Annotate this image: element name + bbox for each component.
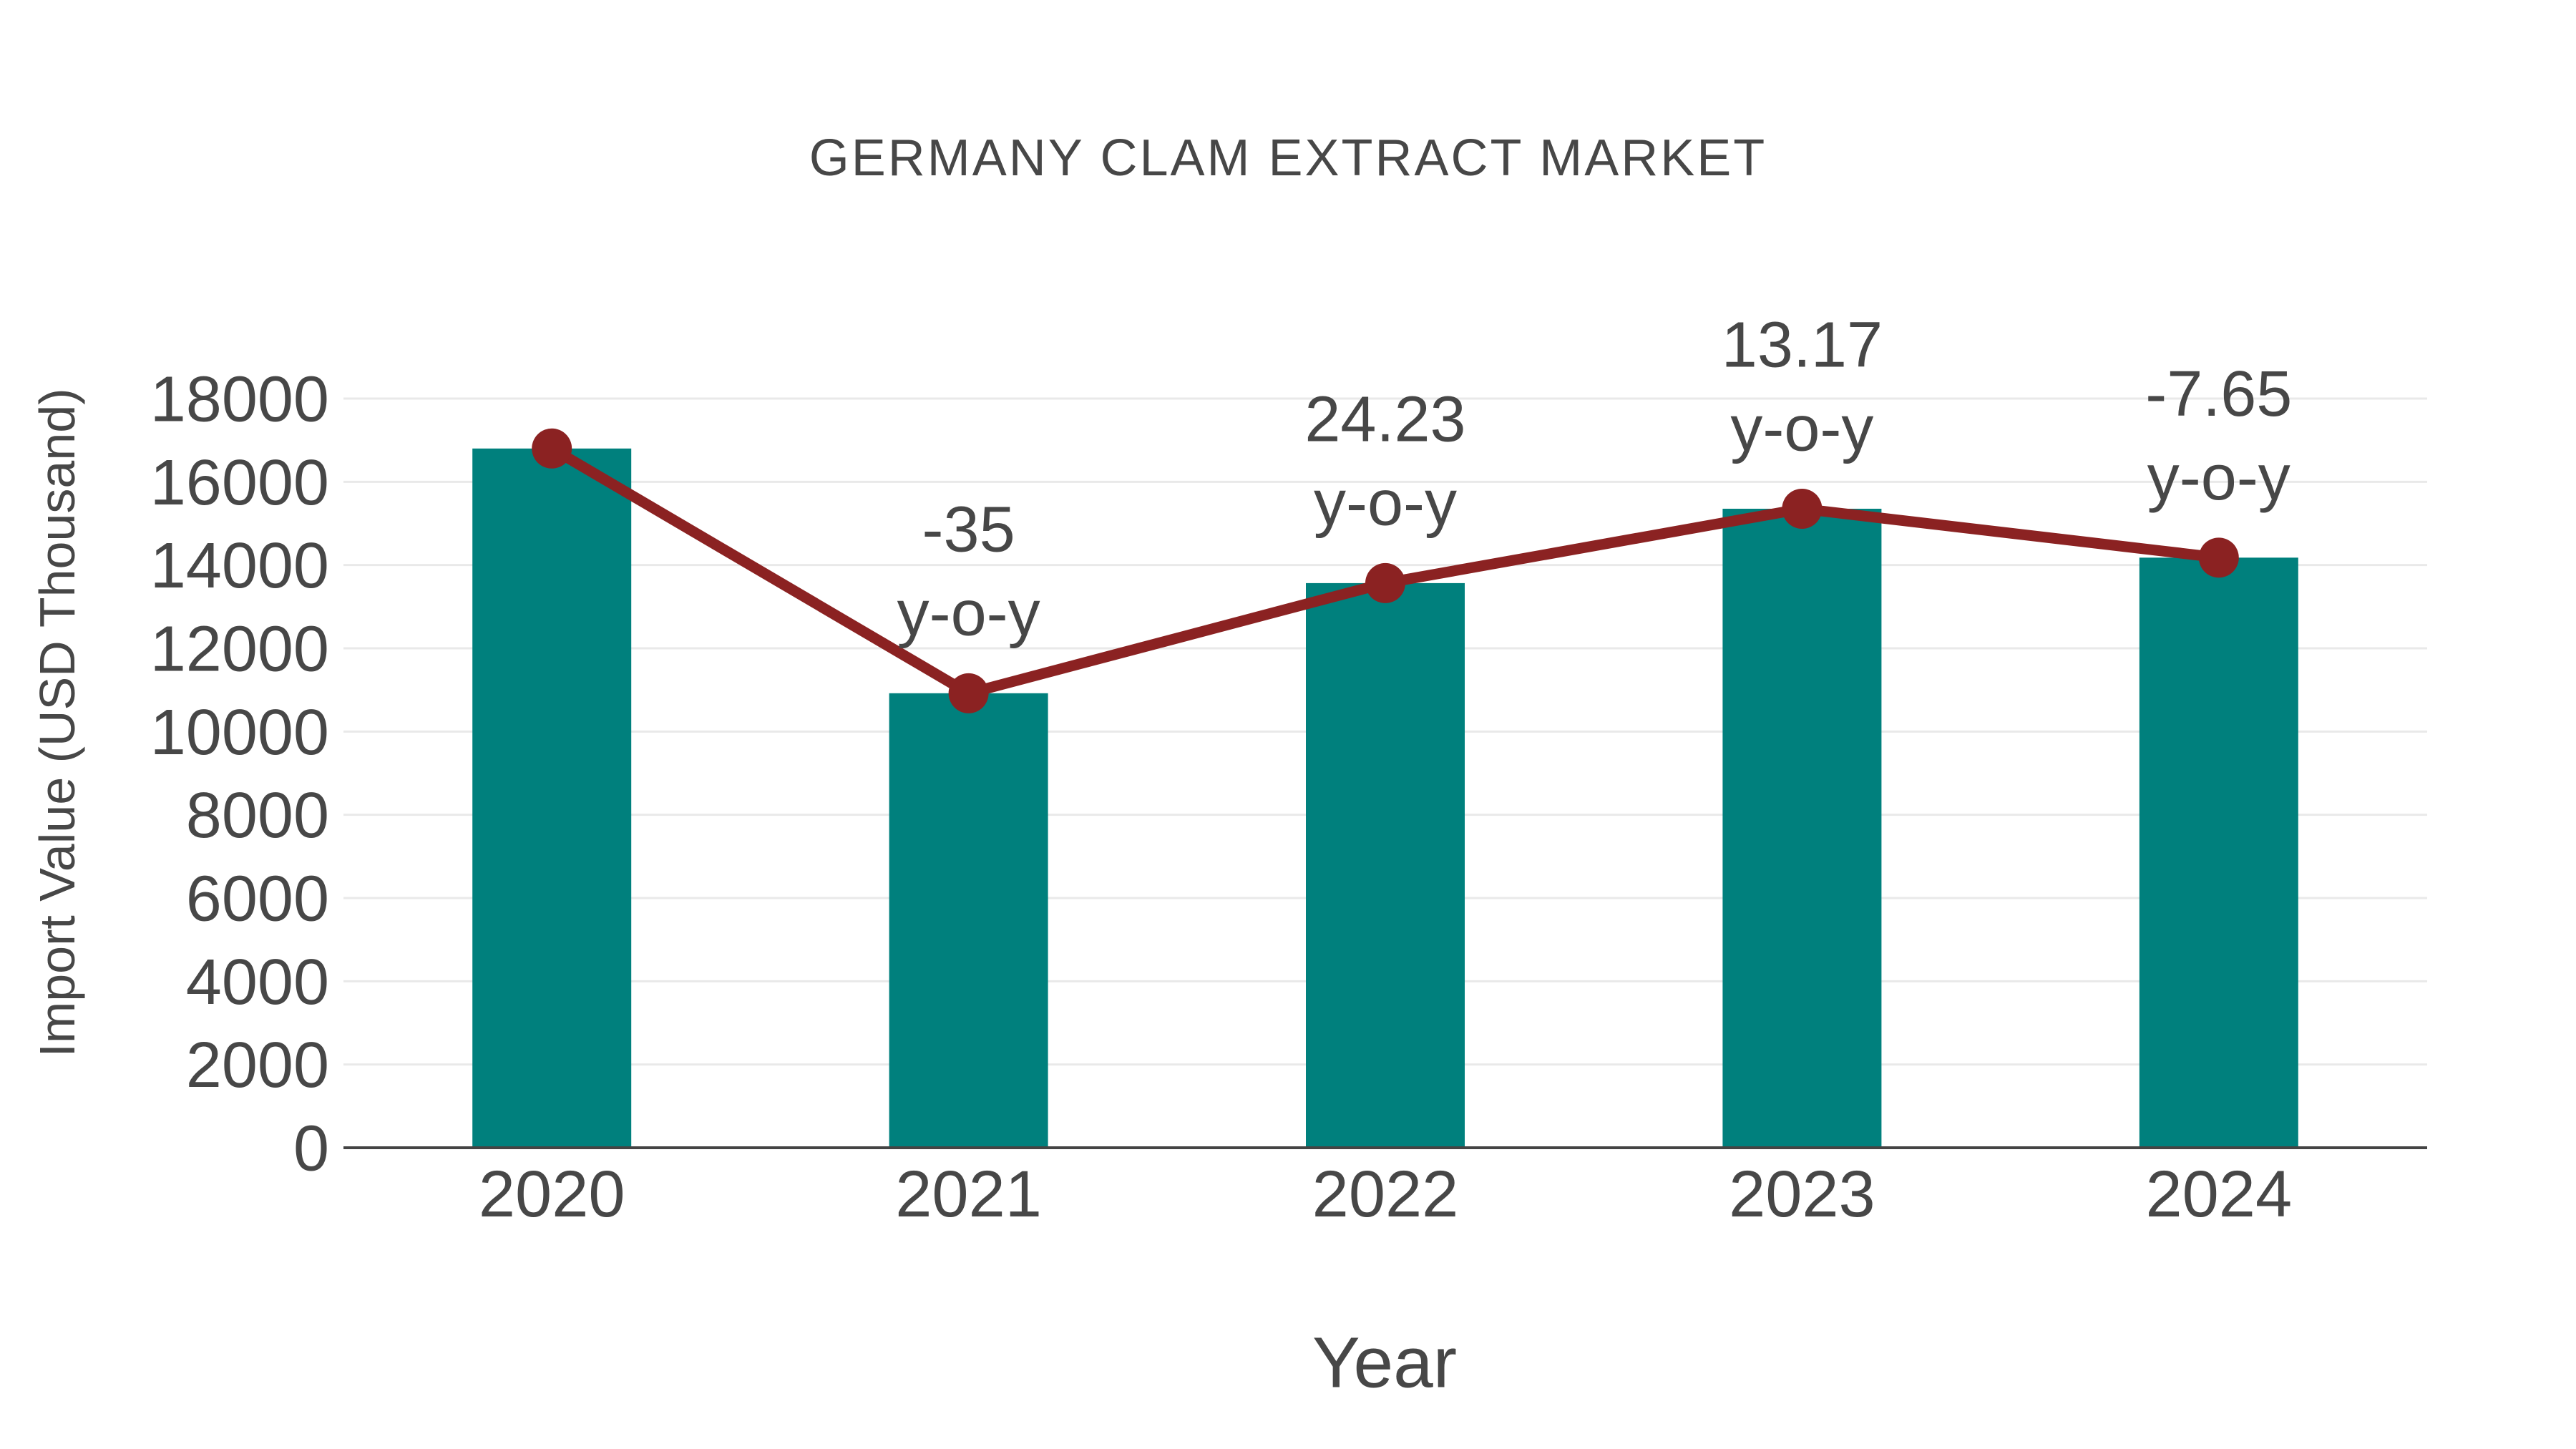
x-tick-label-2021: 2021 <box>895 1158 1042 1231</box>
bar-2022 <box>1306 582 1465 1148</box>
y-tick-labels: 0 2000 4000 6000 8000 10000 12000 14000 16000 180… <box>150 364 329 1185</box>
annotation-value-2022: 24.23 <box>1304 384 1465 455</box>
bar-series <box>472 448 2298 1148</box>
y-tick-label-4000: 4000 <box>186 947 329 1018</box>
x-tick-label-2020: 2020 <box>479 1158 625 1231</box>
y-tick-label-10000: 10000 <box>150 697 329 769</box>
trend-marker-2021 <box>948 673 989 713</box>
bar-2020 <box>472 448 632 1148</box>
trend-marker-2020 <box>532 428 572 469</box>
x-tick-label-2023: 2023 <box>1729 1158 1875 1231</box>
y-tick-label-0: 0 <box>293 1113 329 1185</box>
annotation-label-2023: y-o-y <box>1730 393 1873 464</box>
bar-2023 <box>1722 508 1882 1148</box>
annotations: -35 y-o-y 24.23 y-o-y 13.17 y-o-y -7.65 y-o-y <box>897 309 2293 649</box>
bar-2021 <box>889 693 1048 1148</box>
trend-marker-2024 <box>2198 537 2239 578</box>
y-tick-label-12000: 12000 <box>150 614 329 686</box>
y-axis-title: Import Value (USD Thousand) <box>29 388 85 1058</box>
line-series <box>532 428 2239 713</box>
annotation-value-2023: 13.17 <box>1722 309 1883 381</box>
y-tick-label-2000: 2000 <box>186 1030 329 1101</box>
x-tick-label-2022: 2022 <box>1312 1158 1459 1231</box>
y-tick-label-18000: 18000 <box>150 364 329 436</box>
y-tick-label-16000: 16000 <box>150 447 329 519</box>
y-tick-label-6000: 6000 <box>186 864 329 935</box>
x-tick-labels: 2020 2021 2022 2023 2024 <box>479 1158 2292 1231</box>
annotation-value-2024: -7.65 <box>2145 358 2292 430</box>
x-tick-label-2024: 2024 <box>2145 1158 2292 1231</box>
annotation-label-2024: y-o-y <box>2147 442 2290 514</box>
bar-2024 <box>2139 557 2298 1148</box>
annotation-label-2022: y-o-y <box>1314 467 1457 539</box>
annotation-value-2021: -35 <box>922 494 1015 565</box>
y-tick-label-14000: 14000 <box>150 530 329 602</box>
annotation-label-2021: y-o-y <box>897 577 1040 649</box>
trend-marker-2023 <box>1782 488 1823 529</box>
x-axis-title: Year <box>1312 1322 1458 1403</box>
y-tick-label-8000: 8000 <box>186 780 329 852</box>
trend-marker-2022 <box>1365 562 1405 603</box>
chart-title: GERMANY CLAM EXTRACT MARKET <box>809 130 1767 187</box>
